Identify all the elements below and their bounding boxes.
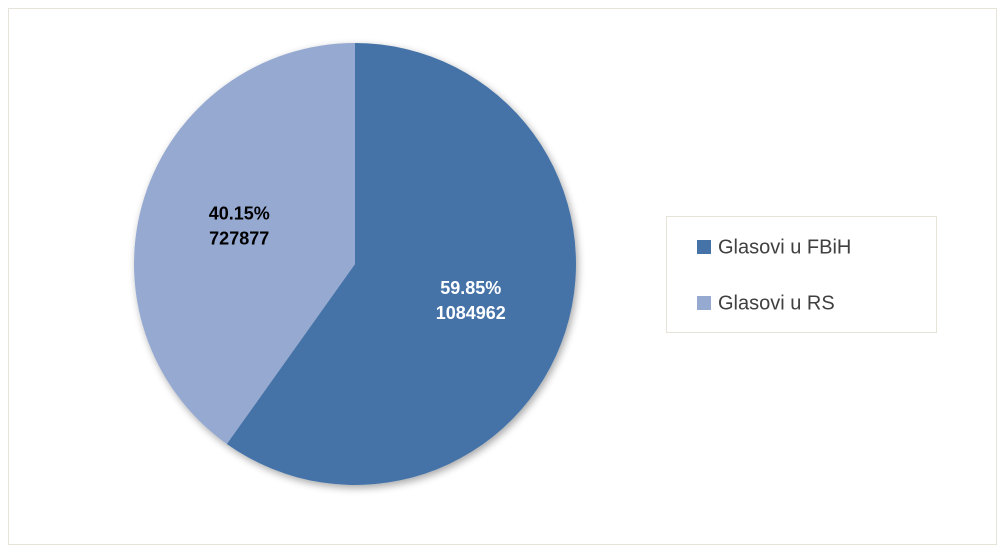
legend-box — [666, 216, 937, 333]
data-label: 59.85% — [440, 278, 501, 298]
data-label: 40.15% — [209, 204, 270, 224]
pie-slice — [134, 43, 355, 445]
legend-swatch — [697, 296, 711, 310]
pie — [134, 43, 576, 486]
legend-label: Glasovi u RS — [718, 292, 835, 314]
count-label: 727877 — [209, 229, 269, 249]
pie-slice — [226, 43, 576, 486]
legend-label: Glasovi u FBiH — [718, 236, 851, 258]
legend-swatch — [697, 240, 711, 254]
count-label: 1084962 — [436, 303, 506, 323]
